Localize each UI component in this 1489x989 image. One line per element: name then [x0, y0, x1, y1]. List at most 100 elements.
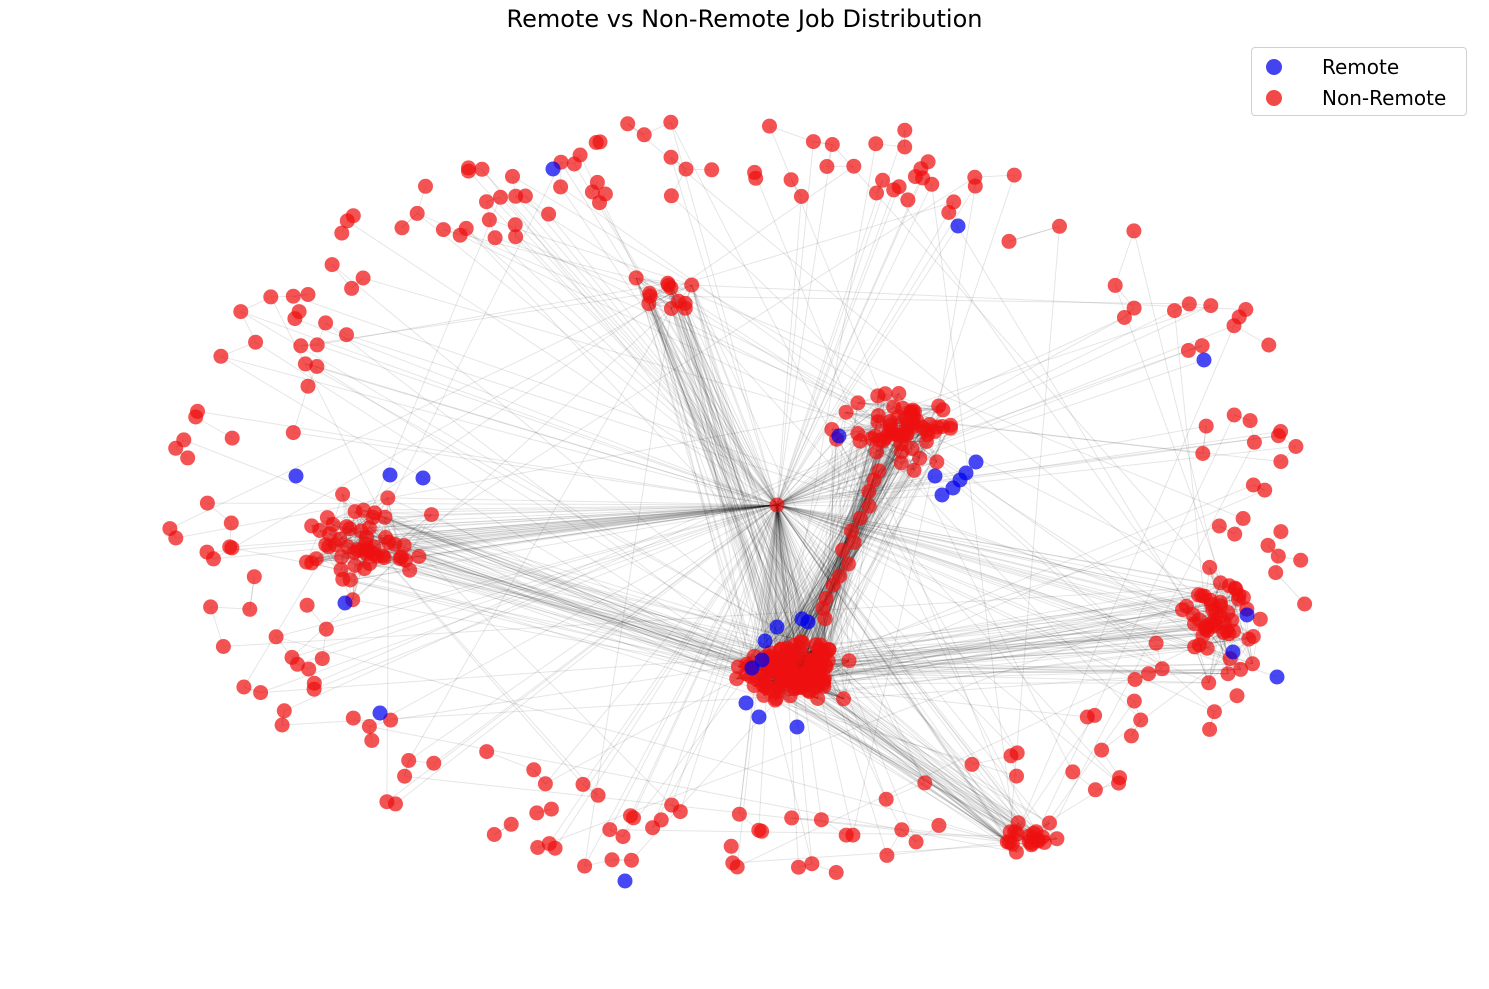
edge: [260, 504, 778, 694]
edge: [341, 556, 829, 662]
edge: [776, 504, 1216, 613]
edge: [545, 673, 747, 785]
edge: [372, 516, 786, 681]
node-non-remote: [306, 681, 322, 697]
node-non-remote: [794, 635, 810, 650]
edge: [785, 677, 1013, 845]
edge: [825, 646, 1195, 667]
edge: [780, 679, 1039, 841]
edge: [773, 690, 1030, 843]
edge: [765, 619, 1232, 686]
node-non-remote: [850, 426, 866, 441]
node-non-remote: [731, 806, 747, 822]
node-non-remote: [508, 229, 524, 245]
edge: [650, 295, 1190, 305]
node-non-remote: [396, 538, 412, 554]
edge: [648, 303, 824, 684]
edge: [667, 283, 809, 679]
node-non-remote: [1194, 338, 1210, 354]
edge: [684, 308, 819, 673]
edge: [342, 578, 786, 681]
edge: [825, 609, 1214, 667]
node-non-remote: [248, 334, 264, 350]
node-non-remote: [843, 523, 859, 539]
edge: [360, 530, 584, 785]
edge: [684, 303, 778, 506]
legend-label-remote: Remote: [1322, 55, 1400, 79]
edge: [311, 435, 1279, 564]
edge: [776, 425, 1207, 506]
node-remote: [757, 633, 773, 649]
node-non-remote: [704, 162, 720, 178]
node-non-remote: [684, 277, 700, 293]
node-non-remote: [881, 423, 897, 439]
node-non-remote: [1049, 831, 1065, 847]
edge: [765, 624, 1215, 675]
node-non-remote: [1116, 310, 1132, 325]
node-non-remote: [1181, 296, 1197, 312]
node-non-remote: [1230, 591, 1246, 607]
node-non-remote: [1087, 707, 1103, 723]
node-non-remote: [846, 534, 862, 550]
edge: [431, 504, 778, 516]
node-non-remote: [1195, 627, 1211, 643]
edge: [347, 220, 778, 506]
nodes-layer: [162, 114, 1313, 889]
node-non-remote: [347, 504, 363, 520]
edge: [776, 504, 1034, 834]
edge: [776, 180, 884, 506]
node-remote: [372, 705, 388, 721]
edge: [684, 308, 791, 657]
edge: [313, 504, 778, 690]
node-non-remote: [332, 531, 348, 547]
edge: [749, 504, 778, 666]
node-non-remote: [381, 534, 397, 550]
edge: [822, 668, 1241, 682]
edge: [369, 504, 778, 727]
edge: [305, 363, 778, 506]
edge: [384, 516, 673, 806]
node-non-remote: [897, 139, 913, 155]
node-non-remote: [758, 680, 774, 695]
edge: [284, 439, 880, 712]
edge: [774, 504, 778, 669]
node-non-remote: [190, 403, 205, 419]
node-non-remote: [623, 808, 638, 824]
node-non-remote: [1235, 511, 1251, 526]
node-non-remote: [206, 551, 221, 567]
node-non-remote: [769, 497, 785, 513]
edge: [798, 678, 1037, 833]
node-non-remote: [300, 378, 316, 394]
edge: [763, 608, 1247, 696]
edge: [776, 504, 917, 843]
edge: [761, 615, 1221, 671]
node-non-remote: [868, 136, 884, 152]
node-non-remote: [553, 179, 569, 195]
node-non-remote: [861, 484, 877, 499]
edge: [635, 277, 800, 675]
node-non-remote: [641, 296, 657, 312]
node-non-remote: [905, 409, 921, 425]
node-non-remote: [1227, 526, 1243, 542]
edge: [582, 504, 778, 785]
edge: [260, 623, 1210, 694]
edge: [776, 325, 1235, 506]
edge: [297, 504, 778, 665]
edge: [691, 284, 810, 692]
node-non-remote: [805, 134, 821, 150]
node-non-remote: [1220, 666, 1236, 682]
edge: [823, 679, 1043, 838]
edge: [791, 638, 1249, 675]
edge: [635, 277, 750, 667]
edge: [670, 308, 829, 661]
edge: [785, 677, 1045, 843]
node-non-remote: [291, 304, 307, 320]
node-non-remote: [335, 486, 351, 502]
edge: [382, 555, 809, 679]
node-non-remote: [1202, 559, 1218, 575]
node-non-remote: [615, 829, 631, 845]
edge: [670, 308, 778, 506]
edge: [684, 303, 750, 666]
edge: [332, 524, 791, 697]
edge: [240, 311, 778, 506]
